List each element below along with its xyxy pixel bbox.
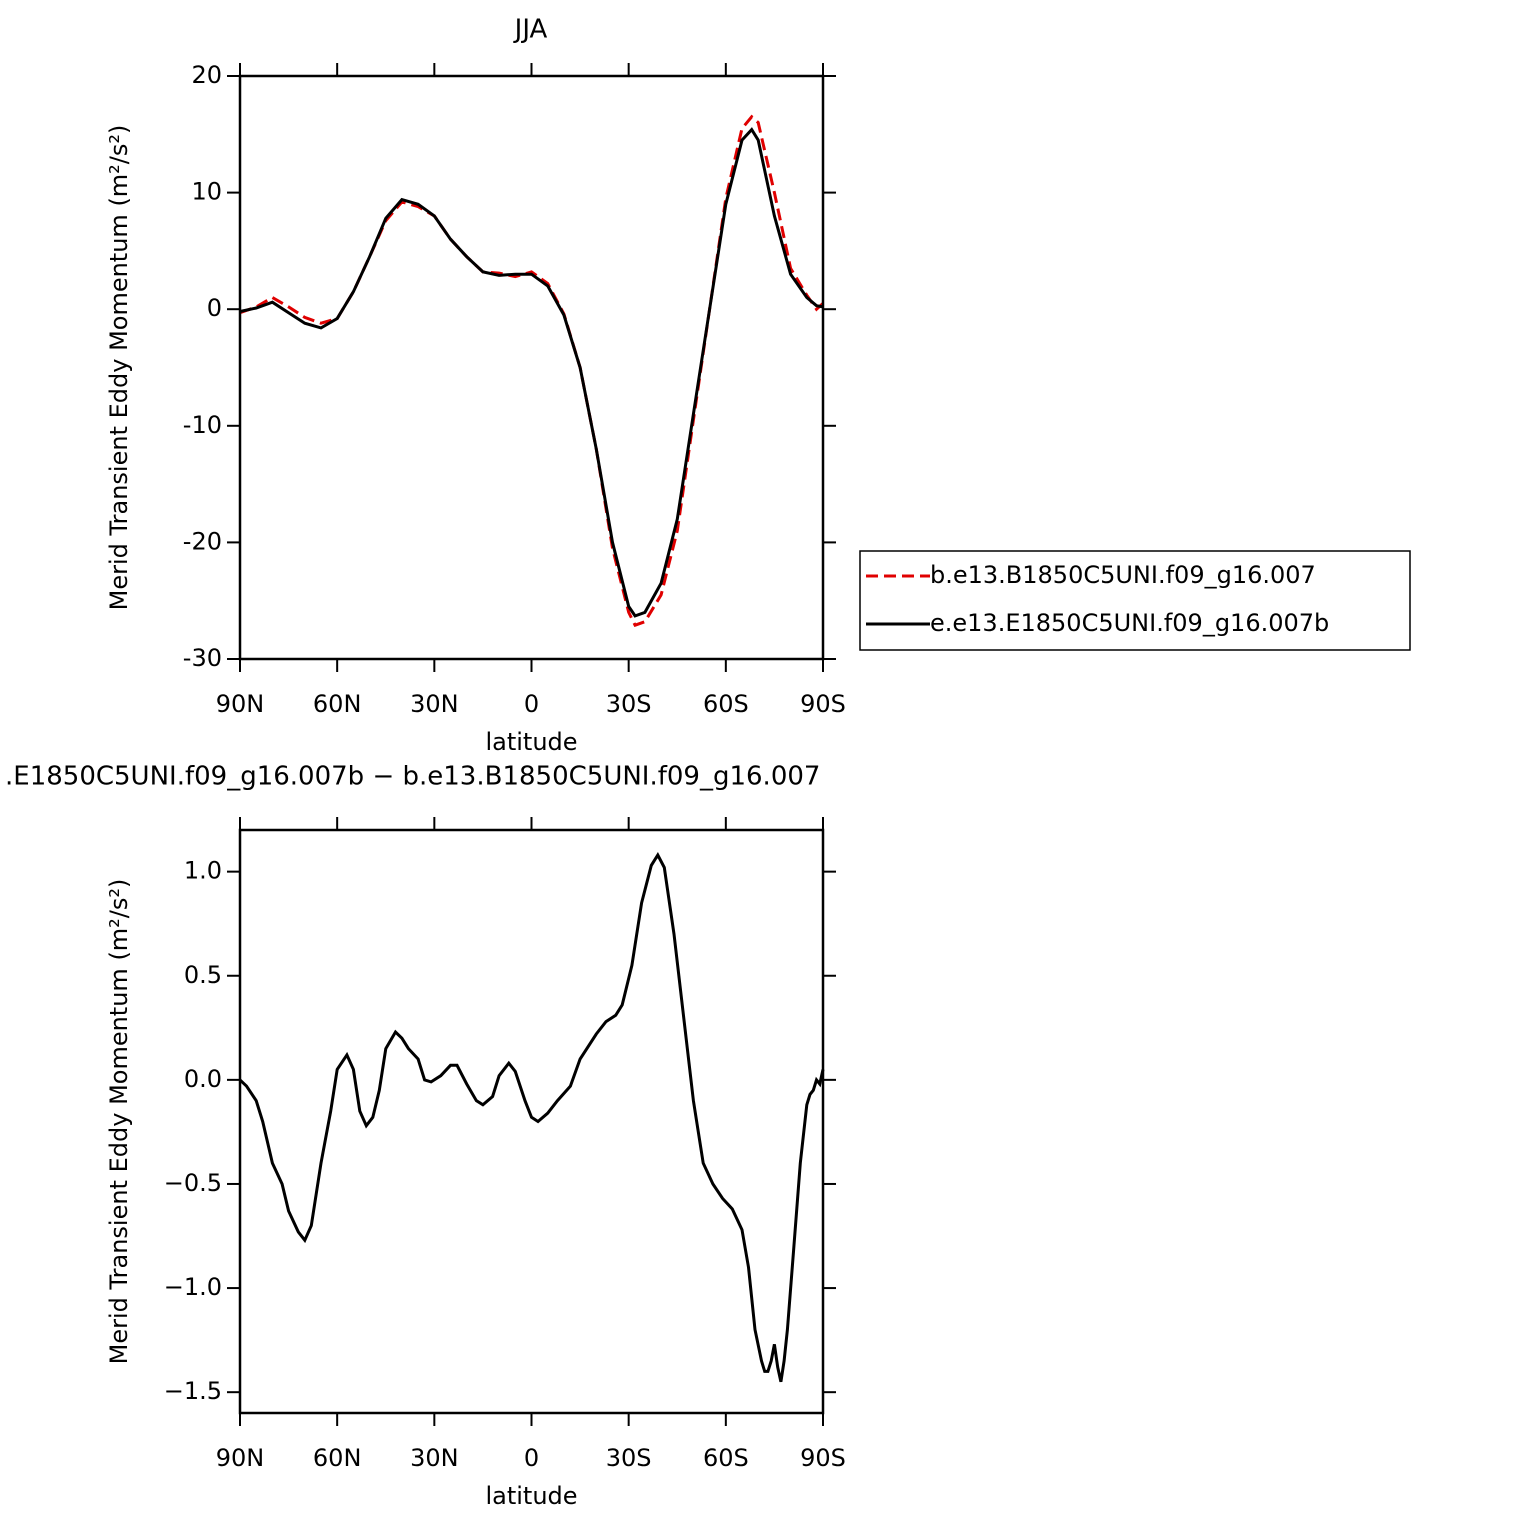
- chart-title: JJA: [513, 15, 548, 45]
- plot-frame: [238, 828, 825, 1415]
- legend-label: b.e13.B1850C5UNI.f09_g16.007: [930, 561, 1316, 589]
- chart-title: .E1850C5UNI.f09_g16.007b − b.e13.B1850C5…: [5, 762, 820, 792]
- x-tick-label: 60N: [313, 1444, 362, 1472]
- legend-label: e.e13.E1850C5UNI.f09_g16.007b: [930, 609, 1329, 637]
- x-tick-label: 30S: [606, 690, 652, 718]
- x-tick-label: 60S: [703, 1444, 749, 1472]
- x-axis-label: latitude: [485, 728, 577, 756]
- x-tick-label: 60S: [703, 690, 749, 718]
- x-tick-label: 90N: [216, 690, 265, 718]
- y-tick-label: 10: [191, 178, 222, 206]
- x-tick-label: 90S: [800, 1444, 846, 1472]
- x-tick-label: 90N: [216, 1444, 265, 1472]
- y-tick-label: −1.5: [164, 1377, 222, 1405]
- x-tick-label: 60N: [313, 690, 362, 718]
- x-tick-label: 90S: [800, 690, 846, 718]
- y-tick-label: 0: [207, 294, 222, 322]
- x-axis-label: latitude: [485, 1482, 577, 1510]
- y-tick-label: 0.5: [184, 961, 222, 989]
- legend-box: [859, 550, 1411, 651]
- y-tick-label: -20: [183, 527, 222, 555]
- data-line: [238, 851, 825, 1383]
- x-tick-label: 0: [524, 690, 539, 718]
- y-axis-label: Merid Transient Eddy Momentum (m²/s²): [105, 125, 133, 611]
- y-axis-label: Merid Transient Eddy Momentum (m²/s²): [105, 879, 133, 1365]
- y-tick-label: −1.0: [164, 1273, 222, 1301]
- x-tick-label: 30S: [606, 1444, 652, 1472]
- y-tick-label: 0.0: [184, 1065, 222, 1093]
- y-tick-label: −0.5: [164, 1169, 222, 1197]
- data-line: [239, 127, 824, 618]
- plot-frame: [238, 74, 825, 661]
- x-tick-label: 0: [524, 1444, 539, 1472]
- x-tick-label: 30N: [410, 1444, 459, 1472]
- y-tick-label: 1.0: [184, 857, 222, 885]
- data-line: [239, 114, 824, 628]
- x-tick-label: 30N: [410, 690, 459, 718]
- y-tick-label: 20: [191, 61, 222, 89]
- y-tick-label: -30: [183, 644, 222, 672]
- y-tick-label: -10: [183, 411, 222, 439]
